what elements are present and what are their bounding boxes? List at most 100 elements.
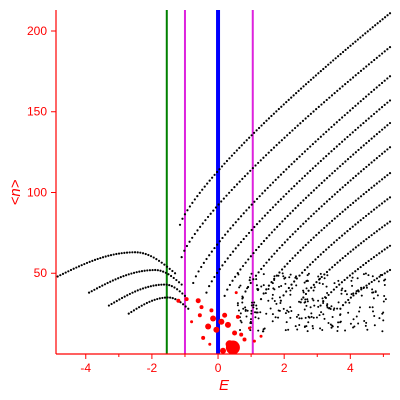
data-point <box>354 74 357 77</box>
data-point <box>165 265 169 268</box>
data-point <box>294 207 297 210</box>
data-point <box>298 324 301 327</box>
data-point <box>182 303 185 306</box>
data-point <box>161 296 164 300</box>
data-point <box>173 272 177 275</box>
data-point <box>296 328 299 331</box>
data-point <box>384 298 387 301</box>
data-point <box>322 250 325 254</box>
data-point <box>304 298 307 301</box>
data-point <box>299 122 302 125</box>
data-point <box>307 241 310 244</box>
data-point <box>168 267 171 270</box>
data-point <box>357 244 360 247</box>
data-point <box>171 269 174 273</box>
data-point <box>237 218 240 221</box>
data-point <box>333 123 336 126</box>
data-point <box>261 192 264 195</box>
data-point <box>278 309 281 312</box>
data-point <box>257 329 260 332</box>
data-point <box>152 284 155 287</box>
data-point <box>362 287 365 290</box>
data-point <box>346 181 350 184</box>
highlight-point <box>210 315 217 322</box>
data-point <box>341 287 344 290</box>
data-point <box>237 309 240 312</box>
data-point <box>294 325 297 328</box>
data-point <box>128 292 131 296</box>
data-point <box>233 186 236 189</box>
data-point <box>337 55 340 58</box>
data-point <box>294 254 297 257</box>
data-point <box>333 169 336 173</box>
data-point <box>358 310 361 313</box>
data-point <box>362 193 365 196</box>
data-point <box>327 322 330 325</box>
data-point <box>168 284 171 287</box>
data-point <box>268 258 271 261</box>
data-point <box>357 148 360 152</box>
data-point <box>80 264 83 267</box>
data-point <box>383 248 386 251</box>
data-point <box>381 18 384 21</box>
highlight-point <box>208 342 212 346</box>
data-point <box>349 78 352 81</box>
data-point <box>362 97 365 100</box>
data-point <box>367 259 370 263</box>
data-point <box>339 259 342 262</box>
data-point <box>277 107 280 111</box>
data-point <box>376 294 379 297</box>
data-point <box>132 309 136 312</box>
data-point <box>90 290 93 293</box>
data-point <box>262 328 265 331</box>
data-point <box>239 240 243 244</box>
data-point <box>335 121 338 124</box>
data-point <box>272 112 275 115</box>
data-point <box>210 250 213 253</box>
data-point <box>99 256 102 260</box>
data-point <box>320 275 323 279</box>
data-point <box>270 149 273 152</box>
data-point <box>383 150 386 153</box>
data-point <box>127 312 130 315</box>
data-point <box>172 276 175 280</box>
data-point <box>313 286 316 289</box>
data-point <box>128 251 131 254</box>
data-point <box>253 225 256 229</box>
data-point <box>259 159 262 162</box>
data-point <box>279 299 282 302</box>
data-point <box>267 299 270 302</box>
data-point <box>257 271 260 274</box>
data-point <box>346 111 349 114</box>
data-point <box>304 292 308 296</box>
data-point <box>357 289 360 292</box>
data-point <box>317 105 320 108</box>
highlight-point <box>232 330 238 336</box>
data-point <box>117 252 121 255</box>
data-point <box>125 251 129 254</box>
data-point <box>226 230 229 233</box>
data-point <box>359 265 362 269</box>
data-point <box>374 24 377 27</box>
data-point <box>122 275 125 278</box>
data-point <box>380 250 384 253</box>
dot-series-10 <box>339 268 392 310</box>
data-point <box>126 294 129 297</box>
data-point <box>309 263 312 266</box>
data-point <box>357 71 360 75</box>
data-point <box>191 201 194 204</box>
data-point <box>303 281 306 284</box>
data-point <box>313 304 316 307</box>
data-point <box>375 254 378 257</box>
data-point <box>147 285 150 288</box>
data-point <box>296 251 299 254</box>
data-point <box>386 124 389 127</box>
data-point <box>328 307 331 310</box>
data-point <box>272 146 276 149</box>
data-point <box>295 158 299 161</box>
data-point <box>139 251 142 254</box>
data-point <box>339 52 342 56</box>
data-point <box>181 217 184 220</box>
data-point <box>352 153 355 156</box>
data-point <box>383 224 386 227</box>
